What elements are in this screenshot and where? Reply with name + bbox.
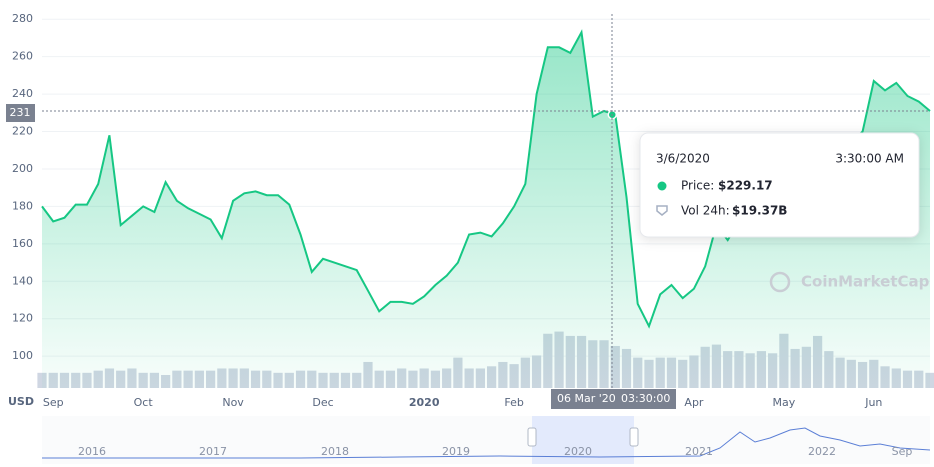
y-tick-label: 240 [12, 87, 33, 100]
crosshair-date: 06 Mar '20 [557, 392, 616, 405]
crosshair-y-box [6, 104, 35, 122]
x-tick-label: Dec [312, 396, 333, 409]
x-tick-label: Apr [684, 396, 704, 409]
navigator-label: 2019 [442, 445, 470, 458]
tooltip-vol-label: Vol 24h: [681, 204, 730, 218]
y-tick-label: 180 [12, 199, 33, 212]
navigator-line [42, 427, 931, 459]
navigator-label: Sep [892, 445, 913, 458]
tooltip-price-label: Price: [681, 179, 714, 193]
tooltip: 3/6/2020 3:30:00 AM Price: $229.17 Vol 2… [639, 132, 920, 238]
price-dot [657, 181, 667, 191]
y-tick-label: 120 [12, 312, 33, 325]
watermark-logo [769, 271, 791, 293]
currency: USD [8, 395, 34, 408]
navigator-label: 2020 [564, 445, 592, 458]
y-tick-label: 260 [12, 50, 33, 63]
navigator-label: 2021 [685, 445, 713, 458]
navigator-label: 2017 [199, 445, 227, 458]
navigator-bg [42, 416, 930, 464]
crosshair-x-box [551, 389, 676, 409]
tooltip-box [639, 132, 920, 238]
x-tick-label: 2020 [409, 396, 440, 409]
x-tick-label: Feb [504, 396, 523, 409]
tooltip-date: 3/6/2020 [656, 152, 710, 166]
vol-icon [656, 205, 668, 216]
navigator-handle[interactable] [629, 427, 639, 447]
crosshair-time: 03:30:00 [621, 392, 670, 405]
navigator-label: 2016 [78, 445, 106, 458]
x-tick-label: Nov [222, 396, 244, 409]
y-tick-label: 160 [12, 237, 33, 250]
tooltip-vol: $19.37B [732, 204, 787, 218]
x-tick-label: Sep [43, 396, 64, 409]
x-tick-label: Jun [864, 396, 882, 409]
x-tick-label: Oct [134, 396, 154, 409]
watermark: CoinMarketCap [801, 273, 930, 291]
navigator-label: 2022 [808, 445, 836, 458]
tooltip-time: 3:30:00 AM [835, 152, 904, 166]
navigator-handle[interactable] [527, 427, 537, 447]
y-tick-label: 280 [12, 12, 33, 25]
tooltip-price: $229.17 [718, 179, 773, 193]
y-tick-label: 220 [12, 125, 33, 138]
y-tick-label: 200 [12, 162, 33, 175]
y-tick-label: 100 [12, 349, 33, 362]
price-area [42, 32, 930, 389]
crosshair-y-label: 231 [10, 106, 31, 119]
x-tick-label: May [772, 396, 795, 409]
y-tick-label: 140 [12, 274, 33, 287]
navigator-label: 2018 [321, 445, 349, 458]
navigator: 2016 2017 2018 2019 2020 2021 2022 Sep [42, 416, 931, 464]
